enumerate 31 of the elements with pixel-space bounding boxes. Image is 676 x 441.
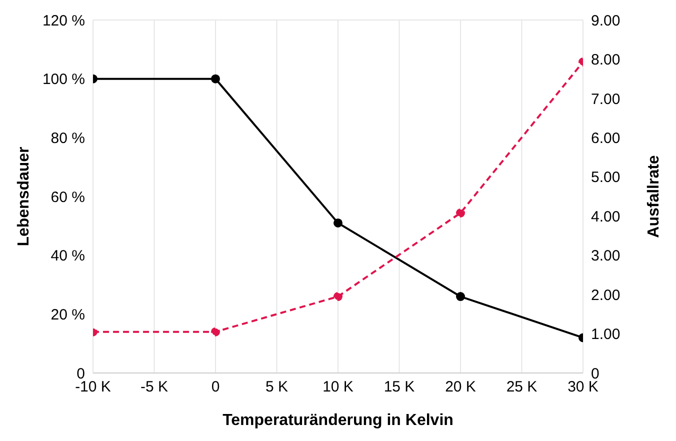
point (211, 327, 220, 336)
y-axis-title: Lebensdauer (16, 146, 33, 246)
x-tick-label: 20 K (445, 378, 476, 396)
y2-tick-label: 6.00 (591, 130, 620, 147)
y-tick-label: 20 % (50, 306, 85, 324)
point (334, 218, 342, 228)
x-axis-title: Temperaturänderung in Kelvin (222, 412, 454, 429)
point (211, 74, 220, 84)
x-tick-label: 10 K (322, 378, 354, 396)
y-tick-label: 60 % (50, 188, 85, 206)
point (456, 292, 465, 302)
x-tick-label: 15 K (384, 378, 415, 396)
y-tick-label: 100 % (42, 71, 85, 88)
y2-axis-title: Ausfallrate (646, 155, 663, 238)
y2-tick-label: 5.00 (591, 169, 620, 186)
y2-tick-label: 1.00 (591, 326, 620, 344)
y2-tick-label: 4.00 (591, 208, 620, 226)
y2-tick-label: 9.00 (591, 12, 620, 30)
y2-tick-label: 3.00 (591, 248, 620, 265)
y2-tick-label: 7.00 (591, 90, 620, 108)
x-tick-label: 25 K (506, 378, 538, 396)
y2-tick-label: 2.00 (591, 286, 620, 304)
y-tick-label: 120 % (42, 12, 85, 30)
x-tick-label: 0 (211, 378, 220, 396)
point (456, 208, 465, 218)
y-tick-label: 40 % (50, 248, 85, 265)
x-tick-label: 5 K (265, 378, 288, 396)
y2-tick-label: 8.00 (591, 52, 620, 69)
x-tick-label: -5 K (140, 378, 168, 396)
point (334, 292, 342, 302)
y-tick-label: 80 % (50, 130, 85, 147)
